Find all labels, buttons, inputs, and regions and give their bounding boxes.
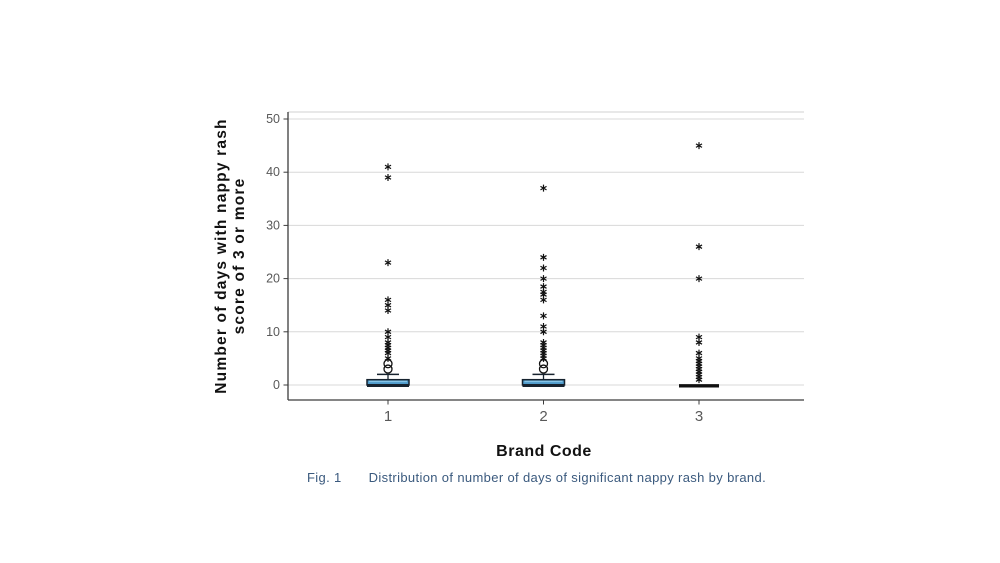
y-axis-title: Number of days with nappy rashscore of 3… xyxy=(213,118,248,393)
outlier-star xyxy=(384,328,392,336)
box-group-brand-1 xyxy=(366,163,410,387)
outlier-star xyxy=(695,243,703,251)
y-tick-label: 50 xyxy=(266,112,280,126)
outlier-star xyxy=(384,296,392,304)
x-tick-label: 3 xyxy=(695,408,703,425)
outlier-star xyxy=(540,322,547,330)
y-tick-label: 30 xyxy=(266,218,280,232)
outlier-star xyxy=(695,142,703,150)
box-group-brand-2 xyxy=(521,184,566,387)
outlier-star xyxy=(695,275,703,283)
outlier-star xyxy=(384,259,392,267)
outlier-circle xyxy=(383,364,393,374)
outlier-star xyxy=(384,174,392,182)
outlier-star xyxy=(695,333,703,341)
figure-caption: Fig. 1 Distribution of number of days of … xyxy=(307,470,766,485)
y-tick-label: 0 xyxy=(273,378,280,392)
outlier-star xyxy=(540,184,547,192)
outlier-circle xyxy=(538,364,549,374)
x-tick-label: 2 xyxy=(539,408,547,425)
figure-caption-label: Fig. 1 xyxy=(307,470,342,485)
x-axis-title: Brand Code xyxy=(496,443,592,460)
outlier-star xyxy=(695,349,703,357)
x-tick-label: 1 xyxy=(384,408,392,425)
outlier-star xyxy=(540,312,547,320)
outlier-star xyxy=(384,163,392,171)
outlier-star xyxy=(540,253,547,261)
box-group-brand-3 xyxy=(679,142,719,388)
y-tick-label: 20 xyxy=(266,272,280,286)
outlier-star xyxy=(540,264,547,272)
outlier-star xyxy=(540,283,547,291)
y-tick-label: 40 xyxy=(266,165,280,179)
outlier-star xyxy=(540,338,547,346)
y-tick-label: 10 xyxy=(266,325,280,339)
outlier-star xyxy=(540,275,547,283)
figure-caption-text: Distribution of number of days of signif… xyxy=(368,470,767,485)
